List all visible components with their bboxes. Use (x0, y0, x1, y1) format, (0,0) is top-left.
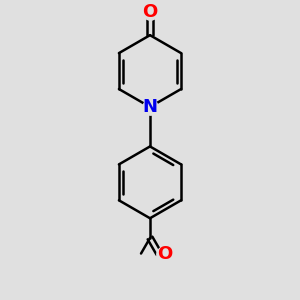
Text: O: O (142, 3, 158, 21)
Text: N: N (142, 98, 158, 116)
Text: O: O (157, 244, 172, 262)
